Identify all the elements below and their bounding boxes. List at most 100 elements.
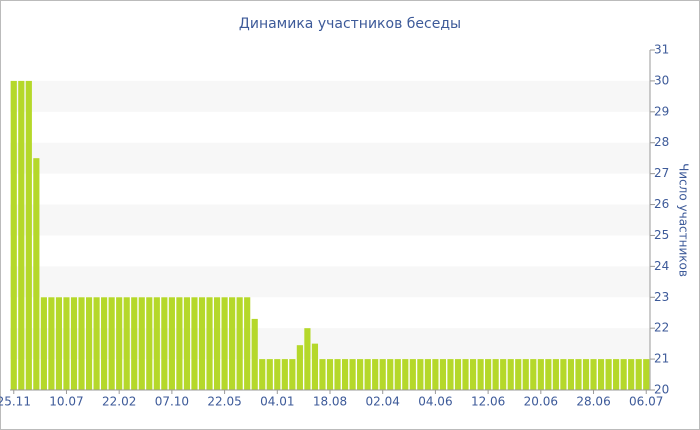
bar xyxy=(567,359,575,390)
bar xyxy=(25,80,32,390)
bar xyxy=(116,297,123,390)
bar xyxy=(259,359,266,390)
bar xyxy=(78,297,85,390)
bar xyxy=(311,343,319,390)
grid-band xyxy=(10,80,650,112)
bar xyxy=(266,359,273,390)
x-tick-label: 22.02 xyxy=(102,395,136,409)
bar xyxy=(281,359,288,390)
x-tick-label: 12.06 xyxy=(471,395,505,409)
x-tick-label: 07.10 xyxy=(155,395,189,409)
y-tick-label: 27 xyxy=(654,166,669,180)
y-tick-label: 29 xyxy=(654,104,669,118)
bar xyxy=(364,359,371,390)
x-tick-label: 25.11 xyxy=(0,395,31,409)
bar xyxy=(357,359,364,390)
bar xyxy=(628,359,635,390)
bar xyxy=(55,297,63,390)
bar xyxy=(334,359,341,390)
bar xyxy=(402,359,409,390)
bar xyxy=(146,297,153,390)
bar xyxy=(447,359,454,390)
bar xyxy=(379,359,386,390)
bar xyxy=(552,359,559,390)
bar xyxy=(582,359,590,390)
x-tick-label: 18.08 xyxy=(313,395,347,409)
bar xyxy=(161,297,168,390)
bar xyxy=(492,359,499,390)
bar xyxy=(296,345,303,390)
bar xyxy=(560,359,567,390)
grid-band xyxy=(10,266,650,298)
bar xyxy=(515,359,522,390)
bar xyxy=(153,297,160,390)
bar xyxy=(349,359,356,390)
bar xyxy=(387,359,394,390)
bar xyxy=(439,359,447,390)
bar xyxy=(93,297,100,390)
bar xyxy=(274,359,281,390)
bar xyxy=(597,359,605,390)
bar xyxy=(500,359,507,390)
bar xyxy=(48,297,55,390)
bar xyxy=(590,359,597,390)
bar xyxy=(635,359,642,390)
bar xyxy=(432,359,439,390)
bar xyxy=(213,297,221,390)
bar xyxy=(251,318,258,390)
bar xyxy=(138,297,145,390)
bar xyxy=(545,359,552,390)
bar xyxy=(319,359,326,390)
y-axis-label: Число участников xyxy=(677,163,691,277)
bar xyxy=(191,297,198,390)
x-tick-label: 28.06 xyxy=(576,395,610,409)
bar xyxy=(394,359,401,390)
bar xyxy=(33,158,40,390)
grid-band xyxy=(10,204,650,236)
x-tick-label: 04.06 xyxy=(418,395,452,409)
bar xyxy=(85,297,93,390)
y-tick-label: 28 xyxy=(654,135,669,149)
y-tick-label: 23 xyxy=(654,290,669,304)
bar xyxy=(304,328,311,390)
bar xyxy=(70,297,78,390)
bar xyxy=(507,359,514,390)
x-tick-label: 22.05 xyxy=(207,395,241,409)
bar xyxy=(454,359,462,390)
bar xyxy=(244,297,251,390)
bar xyxy=(613,359,620,390)
grid-band xyxy=(10,142,650,174)
y-tick-label: 21 xyxy=(654,352,669,366)
x-tick-label: 02.04 xyxy=(366,395,400,409)
bar xyxy=(206,297,213,390)
bar xyxy=(236,297,243,390)
bar xyxy=(469,359,477,390)
x-tick-label: 04.01 xyxy=(260,395,294,409)
bar xyxy=(63,297,70,390)
bar xyxy=(477,359,484,390)
bar xyxy=(372,359,379,390)
bar xyxy=(341,359,349,390)
bar xyxy=(522,359,529,390)
chart-title: Динамика участников беседы xyxy=(239,16,461,32)
bar xyxy=(417,359,424,390)
y-tick-label: 24 xyxy=(654,259,669,273)
bar xyxy=(131,297,138,390)
bar xyxy=(326,359,334,390)
bar xyxy=(101,297,108,390)
bar xyxy=(168,297,175,390)
bar xyxy=(10,80,17,390)
bar xyxy=(176,297,183,390)
y-tick-label: 25 xyxy=(654,228,669,242)
bar xyxy=(530,359,537,390)
bar xyxy=(108,297,115,390)
y-tick-label: 31 xyxy=(654,43,669,57)
bar xyxy=(40,297,47,390)
bar xyxy=(198,297,206,390)
bar xyxy=(229,297,236,390)
y-tick-label: 22 xyxy=(654,321,669,335)
bar xyxy=(409,359,416,390)
x-tick-label: 10.07 xyxy=(49,395,83,409)
y-tick-label: 20 xyxy=(654,383,669,397)
